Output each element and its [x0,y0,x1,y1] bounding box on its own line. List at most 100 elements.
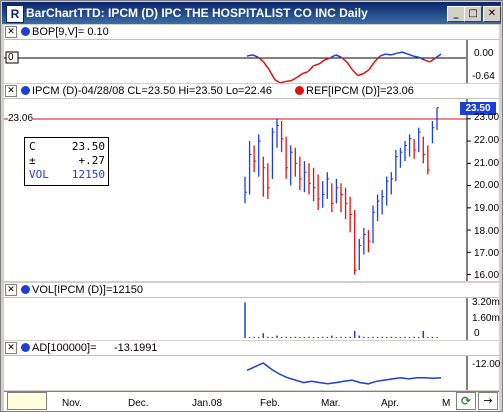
price-series-dot-icon [21,86,30,95]
bop-line-segment [390,52,397,56]
ad-series-dot-icon [21,343,30,352]
ref-series-dot-icon [295,86,304,95]
volume-header-text: VOL[IPCM (D)]=12150 [32,284,143,296]
price-ytick-3: 20.00 [474,180,500,191]
price-ytick-1: 22.00 [474,135,500,146]
bop-line-segment [362,69,370,75]
info-row-close: C 23.50 [29,140,105,153]
bop-line-segment [396,51,403,55]
price-panel: 23.06 23.50 23.00 22.00 21.00 20.00 19.0… [4,99,499,281]
bop-line-segment [346,61,353,71]
bop-line-segment [379,53,386,57]
last-price-tag: 23.50 [460,102,496,115]
bop-ytick-1: -0.64 [472,71,495,82]
price-panel-header: ✕ IPCM (D)-04/28/08 CL=23.50 Hi=23.50 Lo… [4,84,499,99]
scroll-input[interactable] [7,392,47,410]
volume-series-dot-icon [21,285,30,294]
price-ytick-4: 19.00 [474,203,500,214]
volume-ytick-0: 3.20m [472,297,500,308]
bop-line-segment [373,55,381,63]
bop-header-text: BOP[9,V]= 0.10 [32,26,109,38]
ad-line [246,362,442,385]
bop-line-segment [296,73,303,79]
ad-panel-header: ✕ AD[100000]= -13.1991 [4,341,499,356]
volume-panel: 3.20m 1.60m 0 [4,297,500,340]
ad-panel: -12.00 [4,356,501,390]
bop-line-segment [246,54,253,57]
ad-chart [246,356,468,390]
bop-chart [4,40,468,83]
bop-left-value: 0 [8,52,14,63]
bop-line-segment [318,59,326,65]
bop-panel: 0 0.00 -0.64 [4,40,499,83]
close-panel-icon[interactable]: ✕ [5,85,17,97]
bop-line-segment [307,65,315,73]
bop-line-segment [413,55,419,58]
bop-line-segment [407,53,414,57]
price-chart [4,99,471,281]
close-panel-icon[interactable]: ✕ [5,284,17,296]
x-label-2: Jan.08 [192,398,223,409]
ref-header-text: REF[IPCM (D)]=23.06 [306,85,414,97]
info-row-volume: VOL 12150 [29,168,105,181]
x-label-0: Nov. [62,398,82,409]
price-header-text: IPCM (D)-04/28/08 CL=23.50 Hi=23.50 Lo=2… [32,85,273,97]
volume-ytick-1: 1.60m [472,313,500,324]
price-info-box: C 23.50 ± +.27 VOL 12150 [24,137,109,186]
x-label-3: Feb. [260,398,281,409]
bop-line-segment [302,70,309,75]
bop-line-segment [340,56,348,63]
bop-line-segment [401,51,408,55]
app-logo-icon: R [6,5,24,23]
close-button[interactable]: ✕ [483,6,501,22]
maximize-button[interactable]: □ [464,6,482,22]
bop-line-segment [368,61,376,71]
close-panel-icon[interactable]: ✕ [5,342,17,354]
x-axis: Nov. Dec. Jan.08 Feb. Mar. Apr. M [4,391,499,411]
ref-value-label: 23.06 [8,113,34,124]
bop-line-segment [252,54,259,58]
bop-line-segment [335,54,342,58]
price-ytick-6: 17.00 [474,248,500,259]
bop-line-segment [435,53,442,59]
bop-line-segment [357,72,364,77]
volume-chart [244,298,468,340]
price-ytick-5: 18.00 [474,226,500,237]
volume-ytick-2: 0 [474,328,480,339]
bop-line-segment [263,61,270,71]
window-title: BarChartTTD: IPCM (D) IPC THE HOSPITALIS… [26,6,368,20]
ad-header-text: AD[100000]= [32,342,97,354]
info-row-change: ± +.27 [29,154,105,167]
price-ytick-0: 23.00 [474,112,500,123]
ad-ytick-0: -12.00 [472,359,501,370]
refresh-icon[interactable]: ⟳ [456,392,476,410]
price-ytick-2: 21.00 [474,158,500,169]
bop-series-dot-icon [21,27,30,36]
x-label-4: Mar. [321,398,341,409]
bop-line-segment [285,79,292,83]
bop-line-segment [324,57,331,61]
title-bar[interactable]: R BarChartTTD: IPCM (D) IPC THE HOSPITAL… [2,2,501,24]
bop-panel-header: ✕ BOP[9,V]= 0.10 [4,25,499,40]
bop-line-segment [313,63,320,67]
arrow-right-icon[interactable]: → [478,392,498,410]
x-label-5: Apr. [381,398,399,409]
bop-line-segment [424,59,431,63]
volume-panel-header: ✕ VOL[IPCM (D)]=12150 [4,283,499,298]
bop-ytick-0: 0.00 [474,48,494,59]
bop-line-segment [385,53,392,56]
bop-line-segment [274,78,281,83]
ad-header-value: -13.1991 [114,342,158,354]
x-label-1: Dec. [128,398,149,409]
bop-line-segment [280,80,287,83]
bop-line-segment [257,56,265,63]
bop-line-segment [418,56,425,61]
bop-line-segment [290,76,298,82]
minimize-button[interactable]: _ [447,6,465,22]
close-panel-icon[interactable]: ✕ [5,26,17,38]
bop-line-segment [329,54,337,59]
bop-line-segment [351,69,359,77]
x-label-6: M [442,398,451,409]
price-ytick-7: 16.00 [474,270,500,281]
